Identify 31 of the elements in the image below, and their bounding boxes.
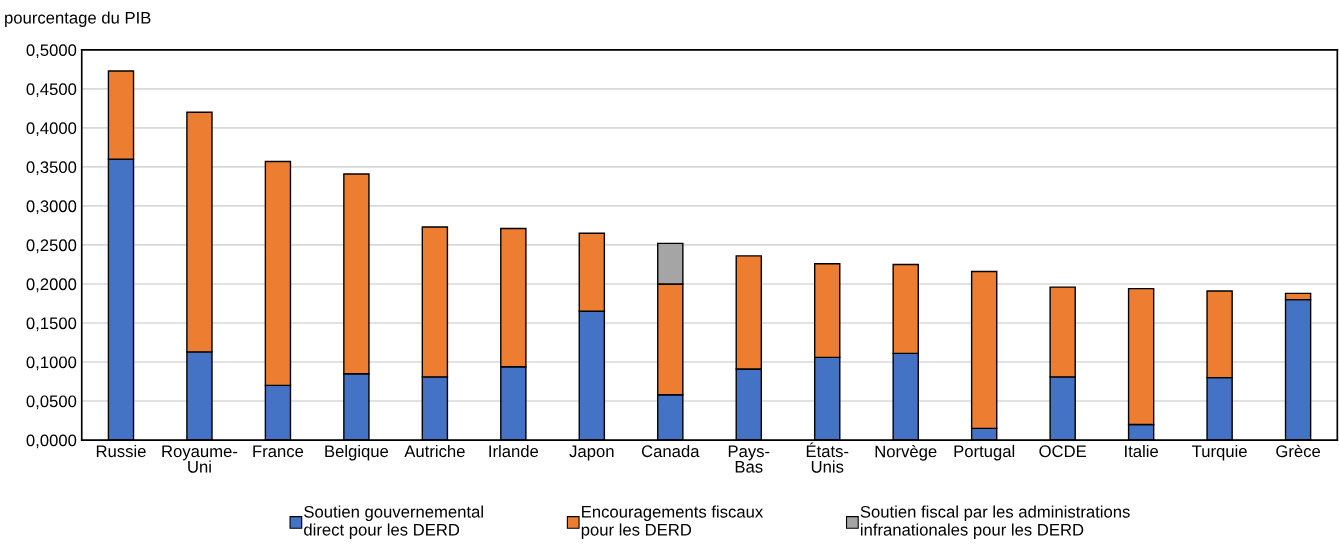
x-tick-label: France bbox=[253, 445, 304, 458]
x-tick-label: Norvège bbox=[875, 444, 937, 461]
y-tick-label: 0,0000 bbox=[26, 434, 77, 449]
x-tick-label: Belgique bbox=[325, 444, 389, 461]
y-tick-label: 0,5000 bbox=[26, 44, 77, 59]
legend-label: Soutien fiscal par les administrations infranationales pour les DERD bbox=[860, 505, 1130, 539]
x-tick-label: Portugal bbox=[954, 444, 1015, 461]
y-tick-label: 0,2500 bbox=[26, 239, 77, 254]
legend-label: Soutien gouvernemental direct pour les DERD bbox=[304, 505, 483, 539]
y-tick-label: 0,4000 bbox=[26, 122, 77, 137]
x-tick-label: Turquie bbox=[1192, 444, 1247, 461]
x-tick-label: États- Unis bbox=[806, 442, 849, 473]
x-tick-label: Royaume- Uni bbox=[162, 445, 238, 473]
x-tick-label: Canada bbox=[641, 444, 700, 458]
x-tick-label: OCDE bbox=[1039, 445, 1087, 458]
x-tick-label: Irlande bbox=[489, 444, 539, 458]
y-tick-label: 0,4500 bbox=[26, 83, 77, 98]
y-tick-label: 0,1000 bbox=[26, 356, 77, 371]
y-tick-label: 0,1500 bbox=[26, 317, 77, 332]
y-tick-label: 0,3500 bbox=[26, 161, 77, 176]
y-tick-label: 0,0500 bbox=[26, 395, 77, 410]
legend-label: Encouragements fiscaux pour les DERD bbox=[581, 505, 764, 539]
y-tick-label: 0,3000 bbox=[26, 200, 77, 215]
x-tick-label: Grèce bbox=[1276, 444, 1321, 458]
y-tick-label: 0,2000 bbox=[26, 278, 77, 293]
x-tick-label: Autriche bbox=[404, 444, 465, 458]
x-tick-label: Japon bbox=[569, 445, 614, 461]
y-axis-title: pourcentage du PIB bbox=[5, 11, 151, 27]
x-tick-label: Russie bbox=[96, 444, 146, 458]
x-tick-label: Italie bbox=[1125, 444, 1158, 458]
x-tick-label: Pays- Bas bbox=[728, 445, 770, 473]
